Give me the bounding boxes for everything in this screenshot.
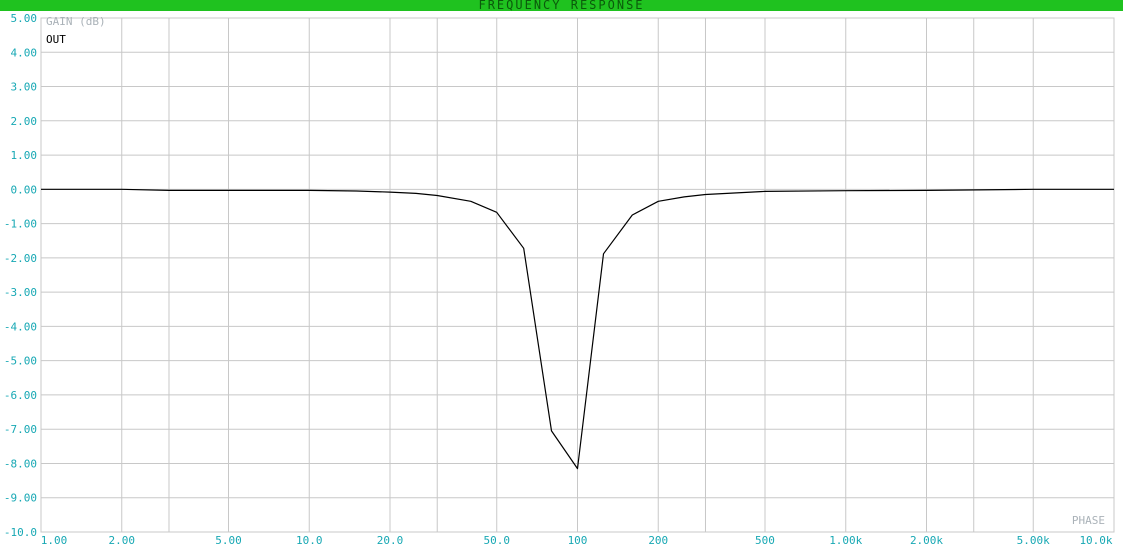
x-tick-label: 1.00 xyxy=(41,534,68,547)
x-tick-label: 10.0k xyxy=(1079,534,1112,547)
x-tick-label: 100 xyxy=(568,534,588,547)
x-tick-label: 50.0 xyxy=(483,534,510,547)
x-tick-label: 5.00k xyxy=(1017,534,1050,547)
y-tick-label: 1.00 xyxy=(11,149,38,162)
title-bar: FREQUENCY RESPONSE xyxy=(0,0,1123,12)
x-tick-label: 10.0 xyxy=(296,534,323,547)
y-tick-label: -5.00 xyxy=(4,355,37,368)
x-tick-label: 2.00 xyxy=(109,534,136,547)
x-tick-label: 500 xyxy=(755,534,775,547)
x-tick-label: 5.00 xyxy=(215,534,242,547)
legend-entry: OUT xyxy=(46,33,66,46)
corner-label: PHASE xyxy=(1072,514,1105,527)
y-axis-label: GAIN (dB) xyxy=(46,15,106,28)
y-tick-label: 3.00 xyxy=(11,81,38,94)
y-tick-label: -2.00 xyxy=(4,252,37,265)
y-tick-label: -10.0 xyxy=(4,526,37,539)
series-line-out xyxy=(41,188,1114,470)
y-tick-label: -8.00 xyxy=(4,457,37,470)
y-tick-label: -7.00 xyxy=(4,423,37,436)
y-tick-label: 4.00 xyxy=(11,46,38,59)
y-tick-label: -9.00 xyxy=(4,492,37,505)
x-tick-label: 2.00k xyxy=(910,534,943,547)
y-tick-label: -1.00 xyxy=(4,218,37,231)
y-tick-label: -6.00 xyxy=(4,389,37,402)
y-tick-label: -3.00 xyxy=(4,286,37,299)
y-tick-label: 5.00 xyxy=(11,12,38,25)
x-tick-label: 200 xyxy=(648,534,668,547)
y-tick-label: 2.00 xyxy=(11,115,38,128)
x-tick-label: 20.0 xyxy=(377,534,404,547)
y-tick-label: -4.00 xyxy=(4,320,37,333)
y-tick-label: 0.00 xyxy=(11,183,38,196)
chart-title: FREQUENCY RESPONSE xyxy=(478,0,645,12)
x-tick-label: 1.00k xyxy=(829,534,862,547)
